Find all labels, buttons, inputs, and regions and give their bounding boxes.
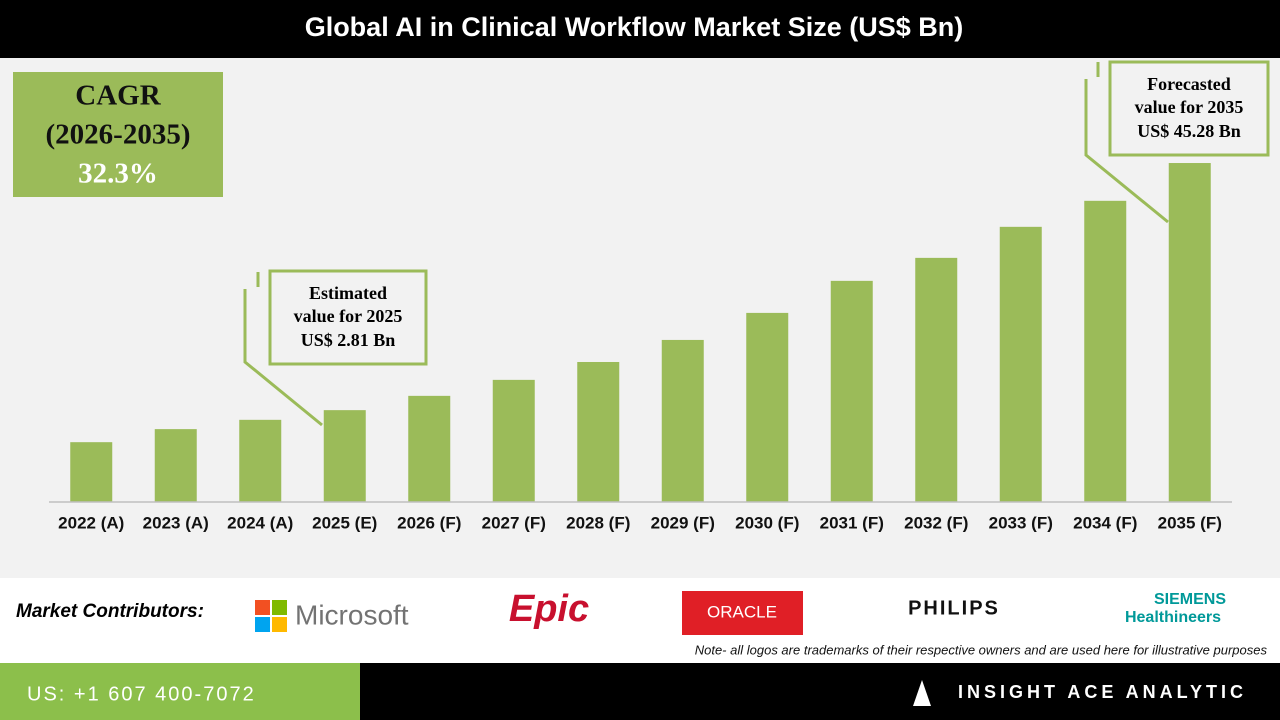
bar bbox=[915, 257, 958, 502]
x-tick-label: 2031 (F) bbox=[820, 513, 884, 532]
bar bbox=[1168, 163, 1211, 503]
logo-healthineers: Healthineers bbox=[1125, 609, 1221, 626]
callout-text: US$ 2.81 Bn bbox=[301, 330, 396, 350]
x-tick-label: 2029 (F) bbox=[651, 513, 715, 532]
bar bbox=[154, 429, 197, 502]
logo-square bbox=[255, 600, 270, 615]
footer-phone: US: +1 607 400-7072 bbox=[27, 683, 256, 705]
logo-philips: PHILIPS bbox=[908, 597, 1000, 619]
bar bbox=[1084, 200, 1127, 503]
bar bbox=[999, 226, 1042, 502]
bar bbox=[408, 395, 451, 502]
callout-text: value for 2035 bbox=[1135, 97, 1244, 117]
bar bbox=[492, 379, 535, 502]
callout-line bbox=[1084, 79, 1169, 224]
x-tick-label: 2028 (F) bbox=[566, 513, 630, 532]
note: Note- all logos are trademarks of their … bbox=[695, 642, 1268, 657]
x-tick-label: 2022 (A) bbox=[58, 513, 124, 532]
callout-text: value for 2025 bbox=[294, 306, 403, 326]
cagr-label: CAGR bbox=[75, 80, 161, 112]
footer-brand: INSIGHT ACE ANALYTIC bbox=[958, 682, 1247, 702]
cagr-box bbox=[13, 72, 223, 197]
bar bbox=[70, 442, 113, 502]
logo-epic: Epic bbox=[509, 588, 589, 630]
logo-oracle-box bbox=[682, 591, 803, 635]
bar bbox=[323, 410, 366, 502]
bar bbox=[830, 280, 873, 502]
bar bbox=[746, 312, 789, 502]
chart-title: Global AI in Clinical Workflow Market Si… bbox=[305, 12, 964, 42]
bar bbox=[577, 361, 620, 502]
footer-brand-band bbox=[360, 663, 1280, 720]
cagr-value: 32.3% bbox=[78, 158, 158, 190]
callout-2025: Estimated value for 2025 US$ 2.81 Bn bbox=[243, 269, 428, 427]
logo-siemens: SIEMENS bbox=[1154, 591, 1226, 608]
footer-phone-band bbox=[0, 663, 360, 720]
callout-line bbox=[243, 289, 323, 427]
x-tick-label: 2025 (E) bbox=[312, 513, 377, 532]
cagr-period: (2026-2035) bbox=[46, 119, 191, 151]
logo-oracle: ORACLE bbox=[707, 602, 777, 621]
callout-text: Estimated bbox=[309, 283, 387, 303]
logo-square bbox=[272, 600, 287, 615]
contributors-band bbox=[0, 578, 1280, 663]
x-tick-label: 2026 (F) bbox=[397, 513, 461, 532]
x-tick-label: 2032 (F) bbox=[904, 513, 968, 532]
x-tick-label: 2027 (F) bbox=[482, 513, 546, 532]
brand-icon bbox=[913, 680, 931, 706]
callout-2035: Forecasted value for 2035 US$ 45.28 Bn bbox=[1084, 60, 1270, 224]
callout-text: Forecasted bbox=[1147, 74, 1231, 94]
bar bbox=[239, 419, 282, 502]
contributors-label: Market Contributors: bbox=[16, 601, 204, 622]
callout-text: US$ 45.28 Bn bbox=[1137, 121, 1241, 141]
x-tick-label: 2033 (F) bbox=[989, 513, 1053, 532]
bar bbox=[661, 339, 704, 502]
logo-square bbox=[272, 617, 287, 632]
bars: 2022 (A) 2023 (A) 2024 (A) 2025 (E) 2026 (F)… bbox=[49, 163, 1232, 532]
x-tick-label: 2034 (F) bbox=[1073, 513, 1137, 532]
title-bar bbox=[0, 0, 1280, 58]
x-tick-label: 2030 (F) bbox=[735, 513, 799, 532]
x-tick-label: 2023 (A) bbox=[143, 513, 209, 532]
logo-text: Microsoft bbox=[295, 599, 409, 630]
callout-box bbox=[268, 269, 428, 366]
logo-microsoft: Microsoft bbox=[255, 599, 409, 632]
logo-square bbox=[255, 617, 270, 632]
x-tick-label: 2035 (F) bbox=[1158, 513, 1222, 532]
x-tick-label: 2024 (A) bbox=[227, 513, 293, 532]
callout-box bbox=[1108, 60, 1270, 157]
